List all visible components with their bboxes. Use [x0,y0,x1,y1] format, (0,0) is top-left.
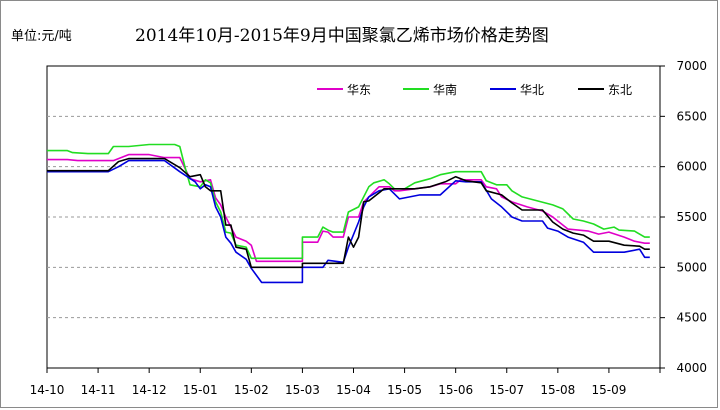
x-tick-label: 15-08 [540,383,575,397]
series-line [47,159,650,284]
x-tick-label: 15-01 [183,383,218,397]
x-tick-label: 15-09 [591,383,626,397]
x-tick-label: 14-11 [81,383,116,397]
legend-label: 华东 [347,83,371,97]
legend-label: 东北 [608,83,632,97]
legend-label: 华南 [433,82,457,97]
x-tick-label: 15-04 [336,383,371,397]
x-tick-label: 15-06 [438,383,473,397]
y-tick-label: 6000 [676,160,707,174]
series-group [47,143,650,284]
series-line [47,157,650,269]
y-tick-label: 5500 [676,210,707,224]
x-tick-label: 15-03 [285,383,320,397]
x-tick-label: 15-07 [489,383,524,397]
x-axis-ticks: 14-10 14-11 14-12 15-01 15-02 15-03 15-04 15-05… [30,368,661,397]
legend: 华东 华南 华北 东北 [317,82,632,97]
x-tick-label: 14-12 [132,383,167,397]
y-tick-label: 7000 [676,59,707,73]
y-axis-ticks: 4000 4500 5000 5500 6000 6500 7000 [660,59,707,375]
x-tick-label: 15-02 [234,383,269,397]
y-tick-label: 4000 [676,361,707,375]
y-tick-label: 5000 [676,260,707,274]
series-line [47,143,650,260]
legend-label: 华北 [520,83,544,97]
unit-label: 单位:元/吨 [11,29,72,44]
x-tick-label: 15-05 [387,383,422,397]
y-tick-label: 4500 [676,311,707,325]
y-tick-label: 6500 [676,109,707,123]
chart-title: 2014年10月-2015年9月中国聚氯乙烯市场价格走势图 [135,26,549,46]
x-tick-label: 14-10 [30,383,65,397]
